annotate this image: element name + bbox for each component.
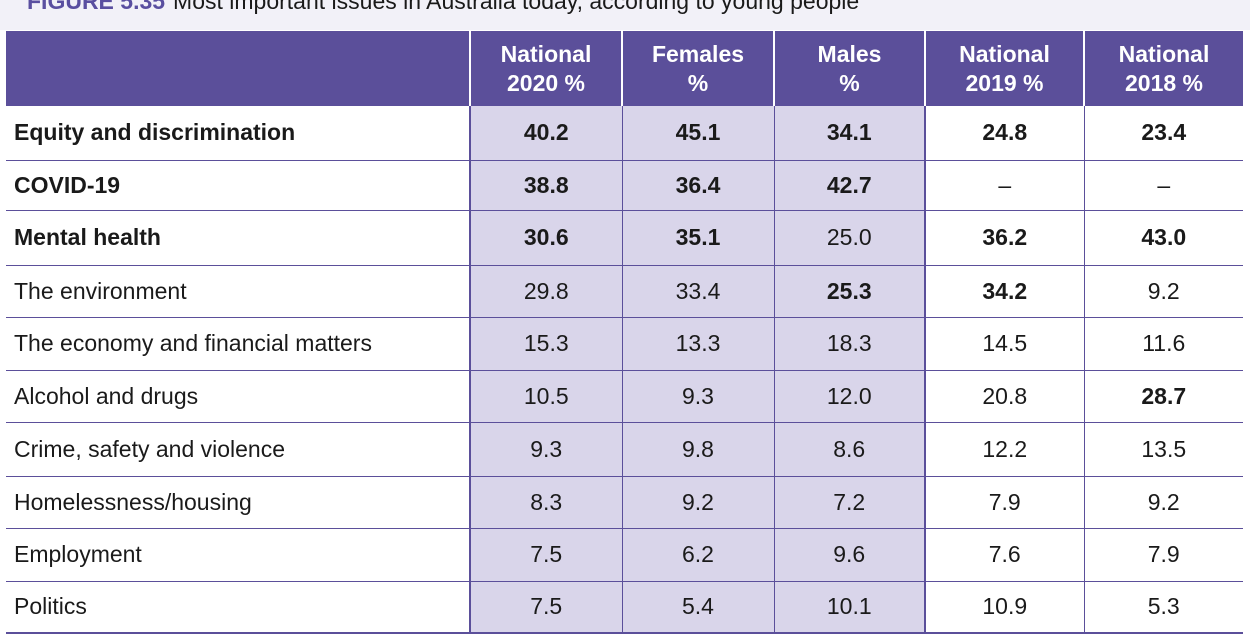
value-cell: 43.0	[1083, 210, 1243, 266]
value-cell: 9.2	[1083, 476, 1243, 529]
value-cell: 20.8	[924, 370, 1084, 423]
table-row: Alcohol and drugs 10.5 9.3 12.0 20.8 28.7	[6, 370, 1243, 423]
table-row: The economy and financial matters 15.3 13.…	[6, 317, 1243, 371]
value-cell: 9.3	[469, 422, 622, 477]
value-cell: 8.3	[469, 476, 622, 529]
value-cell: 34.1	[773, 106, 925, 161]
value-cell: 15.3	[469, 317, 622, 371]
value-cell: 40.2	[469, 106, 622, 161]
header-line: National	[1118, 40, 1210, 67]
header-females: Females %	[621, 31, 774, 106]
header-national-2020: National 2020 %	[469, 31, 622, 106]
value-cell: 30.6	[469, 210, 622, 266]
header-issue	[6, 31, 470, 106]
table-row: Employment 7.5 6.2 9.6 7.6 7.9	[6, 528, 1243, 582]
header-line: 2020 %	[506, 69, 585, 96]
value-cell: 36.4	[621, 160, 774, 211]
value-cell: 10.5	[469, 370, 622, 423]
value-cell: 35.1	[621, 210, 774, 266]
figure-title: Most important issues in Australia today…	[173, 0, 860, 14]
header-line: 2018 %	[1124, 69, 1203, 96]
issue-label: The environment	[6, 265, 470, 318]
issue-label: Mental health	[6, 210, 470, 266]
value-cell: 9.3	[621, 370, 774, 423]
value-cell: 11.6	[1083, 317, 1243, 371]
value-cell: –	[924, 160, 1084, 211]
value-cell: 12.2	[924, 422, 1084, 477]
header-national-2019: National 2019 %	[924, 31, 1084, 106]
value-cell: 8.6	[773, 422, 925, 477]
table-row: The environment 29.8 33.4 25.3 34.2 9.2	[6, 265, 1243, 318]
value-cell: 5.3	[1083, 581, 1243, 634]
value-cell: 24.8	[924, 106, 1084, 161]
header-line: Females	[651, 40, 745, 67]
value-cell: 5.4	[621, 581, 774, 634]
value-cell: 33.4	[621, 265, 774, 318]
value-cell: 9.6	[773, 528, 925, 582]
header-line: National	[959, 40, 1050, 67]
header-line: %	[687, 69, 709, 96]
figure-label: FIGURE 5.35	[27, 0, 166, 14]
value-cell: 18.3	[773, 317, 925, 371]
issue-label: COVID-19	[6, 160, 470, 211]
value-cell: 29.8	[469, 265, 622, 318]
value-cell: 10.1	[773, 581, 925, 634]
value-cell: 34.2	[924, 265, 1084, 318]
header-line: National	[500, 40, 592, 67]
issue-label: The economy and financial matters	[6, 317, 470, 371]
value-cell: 38.8	[469, 160, 622, 211]
figure-caption-bar: FIGURE 5.35 Most important issues in Aust…	[0, 0, 1250, 30]
value-cell: 7.5	[469, 581, 622, 634]
value-cell: 25.0	[773, 210, 925, 266]
value-cell: 12.0	[773, 370, 925, 423]
issue-label: Homelessness/housing	[6, 476, 470, 529]
issue-label: Crime, safety and violence	[6, 422, 470, 477]
value-cell: 13.5	[1083, 422, 1243, 477]
value-cell: 9.8	[621, 422, 774, 477]
value-cell: 7.2	[773, 476, 925, 529]
value-cell: 28.7	[1083, 370, 1243, 423]
table-header-row: National 2020 % Females % Males % Nation…	[6, 31, 1243, 106]
value-cell: 42.7	[773, 160, 925, 211]
value-cell: 6.2	[621, 528, 774, 582]
table-row: Equity and discrimination 40.2 45.1 34.1 24.…	[6, 106, 1243, 161]
table-row: Mental health 30.6 35.1 25.0 36.2 43.0	[6, 210, 1243, 266]
value-cell: 36.2	[924, 210, 1084, 266]
issue-label: Politics	[6, 581, 470, 634]
issue-label: Alcohol and drugs	[6, 370, 470, 423]
figure-caption: FIGURE 5.35 Most important issues in Aust…	[27, 0, 859, 16]
value-cell: 25.3	[773, 265, 925, 318]
header-national-2018: National 2018 %	[1083, 31, 1243, 106]
value-cell: –	[1083, 160, 1243, 211]
value-cell: 45.1	[621, 106, 774, 161]
table-body: Equity and discrimination 40.2 45.1 34.1 24.…	[6, 106, 1243, 634]
value-cell: 7.5	[469, 528, 622, 582]
value-cell: 7.9	[924, 476, 1084, 529]
value-cell: 7.6	[924, 528, 1084, 582]
value-cell: 10.9	[924, 581, 1084, 634]
value-cell: 23.4	[1083, 106, 1243, 161]
table-row: Politics 7.5 5.4 10.1 10.9 5.3	[6, 581, 1243, 634]
issue-label: Equity and discrimination	[6, 106, 470, 161]
issues-table: National 2020 % Females % Males % Nation…	[6, 31, 1243, 634]
issue-label: Employment	[6, 528, 470, 582]
table-row: Homelessness/housing 8.3 9.2 7.2 7.9 9.2	[6, 476, 1243, 529]
value-cell: 9.2	[1083, 265, 1243, 318]
value-cell: 14.5	[924, 317, 1084, 371]
value-cell: 7.9	[1083, 528, 1243, 582]
header-line: %	[839, 69, 860, 96]
header-males: Males %	[773, 31, 925, 106]
table-row: Crime, safety and violence 9.3 9.8 8.6 12.2 1…	[6, 422, 1243, 477]
value-cell: 13.3	[621, 317, 774, 371]
header-line: Males	[817, 40, 882, 67]
table-row: COVID-19 38.8 36.4 42.7– –	[6, 160, 1243, 211]
value-cell: 9.2	[621, 476, 774, 529]
header-line: 2019 %	[965, 69, 1044, 96]
